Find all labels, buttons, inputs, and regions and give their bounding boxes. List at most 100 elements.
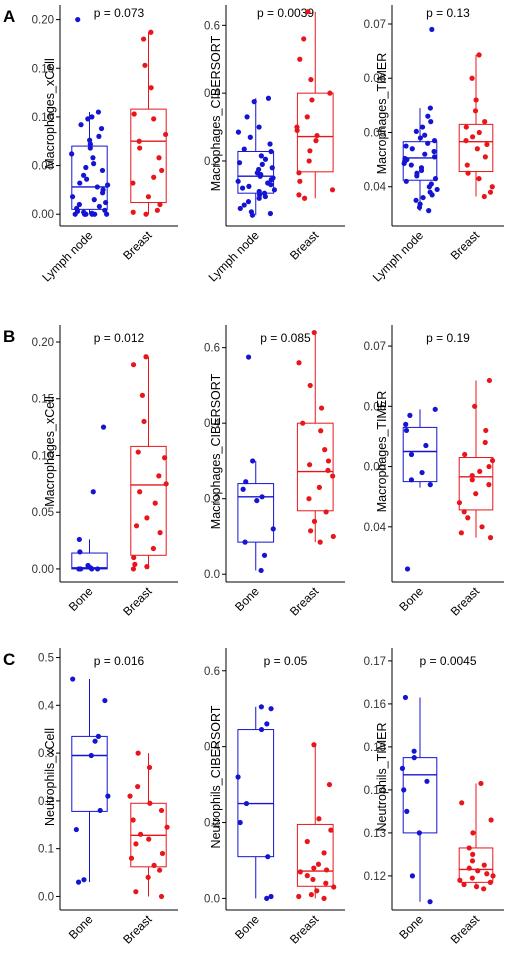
data-point (489, 184, 495, 190)
data-point (258, 726, 265, 733)
data-point (487, 535, 494, 541)
y-tick-label: 0.2 (204, 818, 220, 830)
data-point (308, 76, 314, 83)
data-point (89, 566, 95, 572)
data-point (425, 113, 431, 119)
data-point (316, 816, 322, 822)
data-point (329, 187, 336, 193)
data-point (99, 167, 106, 174)
data-point (159, 167, 165, 174)
y-tick-label: 0.6 (204, 20, 220, 32)
data-point (128, 855, 135, 861)
x-category-label: Breast (287, 228, 322, 263)
data-point (322, 447, 328, 453)
x-category-label: Bone (396, 912, 426, 942)
data-point (301, 195, 308, 201)
data-point (486, 463, 492, 470)
data-point (137, 831, 144, 837)
y-tick-label: 0.2 (204, 494, 220, 506)
plot-b-3: 0.04 0.05 0.06 0.07 Macrophages_TIMER p = 0.1… (364, 325, 504, 619)
data-point (419, 469, 425, 476)
data-point (146, 764, 153, 771)
data-point (81, 877, 87, 883)
y-tick-label: 0.16 (364, 699, 386, 711)
x-category-label: Lymph node (39, 228, 96, 285)
y-tick-label: 0.00 (32, 564, 54, 576)
y-tick-label: 0.20 (32, 337, 54, 349)
data-point (131, 554, 137, 561)
data-point (483, 427, 489, 434)
data-point (245, 199, 252, 205)
data-point (157, 201, 163, 208)
data-point (102, 207, 108, 213)
data-point (479, 524, 485, 530)
data-point (80, 172, 87, 178)
data-point (478, 780, 484, 787)
data-point (414, 173, 420, 179)
p-value-label: p = 0.19 (426, 331, 470, 345)
data-point (476, 176, 482, 182)
data-point (311, 329, 317, 336)
data-point (158, 807, 165, 814)
data-point (409, 146, 415, 152)
data-point (311, 865, 317, 871)
data-point (309, 97, 315, 103)
data-point (98, 125, 105, 132)
data-point (237, 205, 243, 212)
y-tick-label: 0.05 (32, 507, 54, 519)
data-point (137, 145, 143, 151)
data-point (314, 888, 320, 894)
data-point (262, 156, 269, 162)
y-tick-label: 0.06 (364, 401, 386, 413)
data-point (76, 566, 82, 572)
data-point (154, 207, 160, 213)
data-point (163, 481, 169, 487)
data-point (91, 161, 97, 167)
data-point (476, 129, 482, 136)
data-point (487, 879, 493, 885)
data-point (90, 489, 96, 495)
x-category-label: Breast (448, 228, 483, 263)
data-point (323, 509, 329, 515)
data-point (432, 406, 438, 412)
data-point (87, 145, 93, 151)
data-point (476, 52, 482, 58)
y-tick-label: 0.20 (32, 15, 54, 27)
plot-c-3: 0.12 0.13 0.14 0.15 0.16 0.17 Neutrophils_TIME… (364, 648, 504, 947)
data-point (427, 105, 433, 111)
y-tick-label: 0.0 (204, 569, 220, 581)
x-category-label: Lymph node (370, 228, 427, 285)
box-1 (458, 847, 494, 883)
data-point (148, 29, 154, 35)
data-point (296, 192, 302, 198)
data-point (458, 530, 464, 536)
y-tick-label: 0.15 (364, 742, 386, 754)
data-point (241, 202, 247, 208)
data-point (151, 116, 157, 122)
y-tick-label: 0.1 (38, 844, 54, 856)
y-tick-label: 0.05 (32, 161, 54, 173)
data-point (95, 109, 102, 115)
data-point (456, 500, 463, 506)
data-point (265, 95, 272, 101)
data-point (464, 162, 470, 168)
data-point (401, 787, 407, 793)
data-point (103, 199, 109, 206)
data-point (408, 162, 414, 168)
data-point (304, 838, 310, 845)
x-category-label: Bone (232, 912, 262, 942)
data-point (130, 209, 136, 215)
x-category-label: Breast (287, 912, 322, 947)
plot-a-2: 0.2 0.4 0.6 Macrophages_CIBERSORT p = 0.0039… (204, 5, 345, 285)
p-value-label: p = 0.012 (94, 331, 145, 345)
data-point (472, 108, 479, 114)
y-tick-label: 0.6 (204, 666, 220, 678)
data-point (465, 515, 471, 521)
data-point (145, 194, 152, 200)
plot-b-1: 0.00 0.05 0.10 0.15 0.20 Macrophages_xCell p =… (32, 325, 178, 619)
data-point (463, 138, 469, 144)
x-category-label: Breast (448, 912, 483, 947)
data-point (461, 509, 467, 515)
data-point (461, 881, 467, 888)
data-point (264, 895, 270, 902)
